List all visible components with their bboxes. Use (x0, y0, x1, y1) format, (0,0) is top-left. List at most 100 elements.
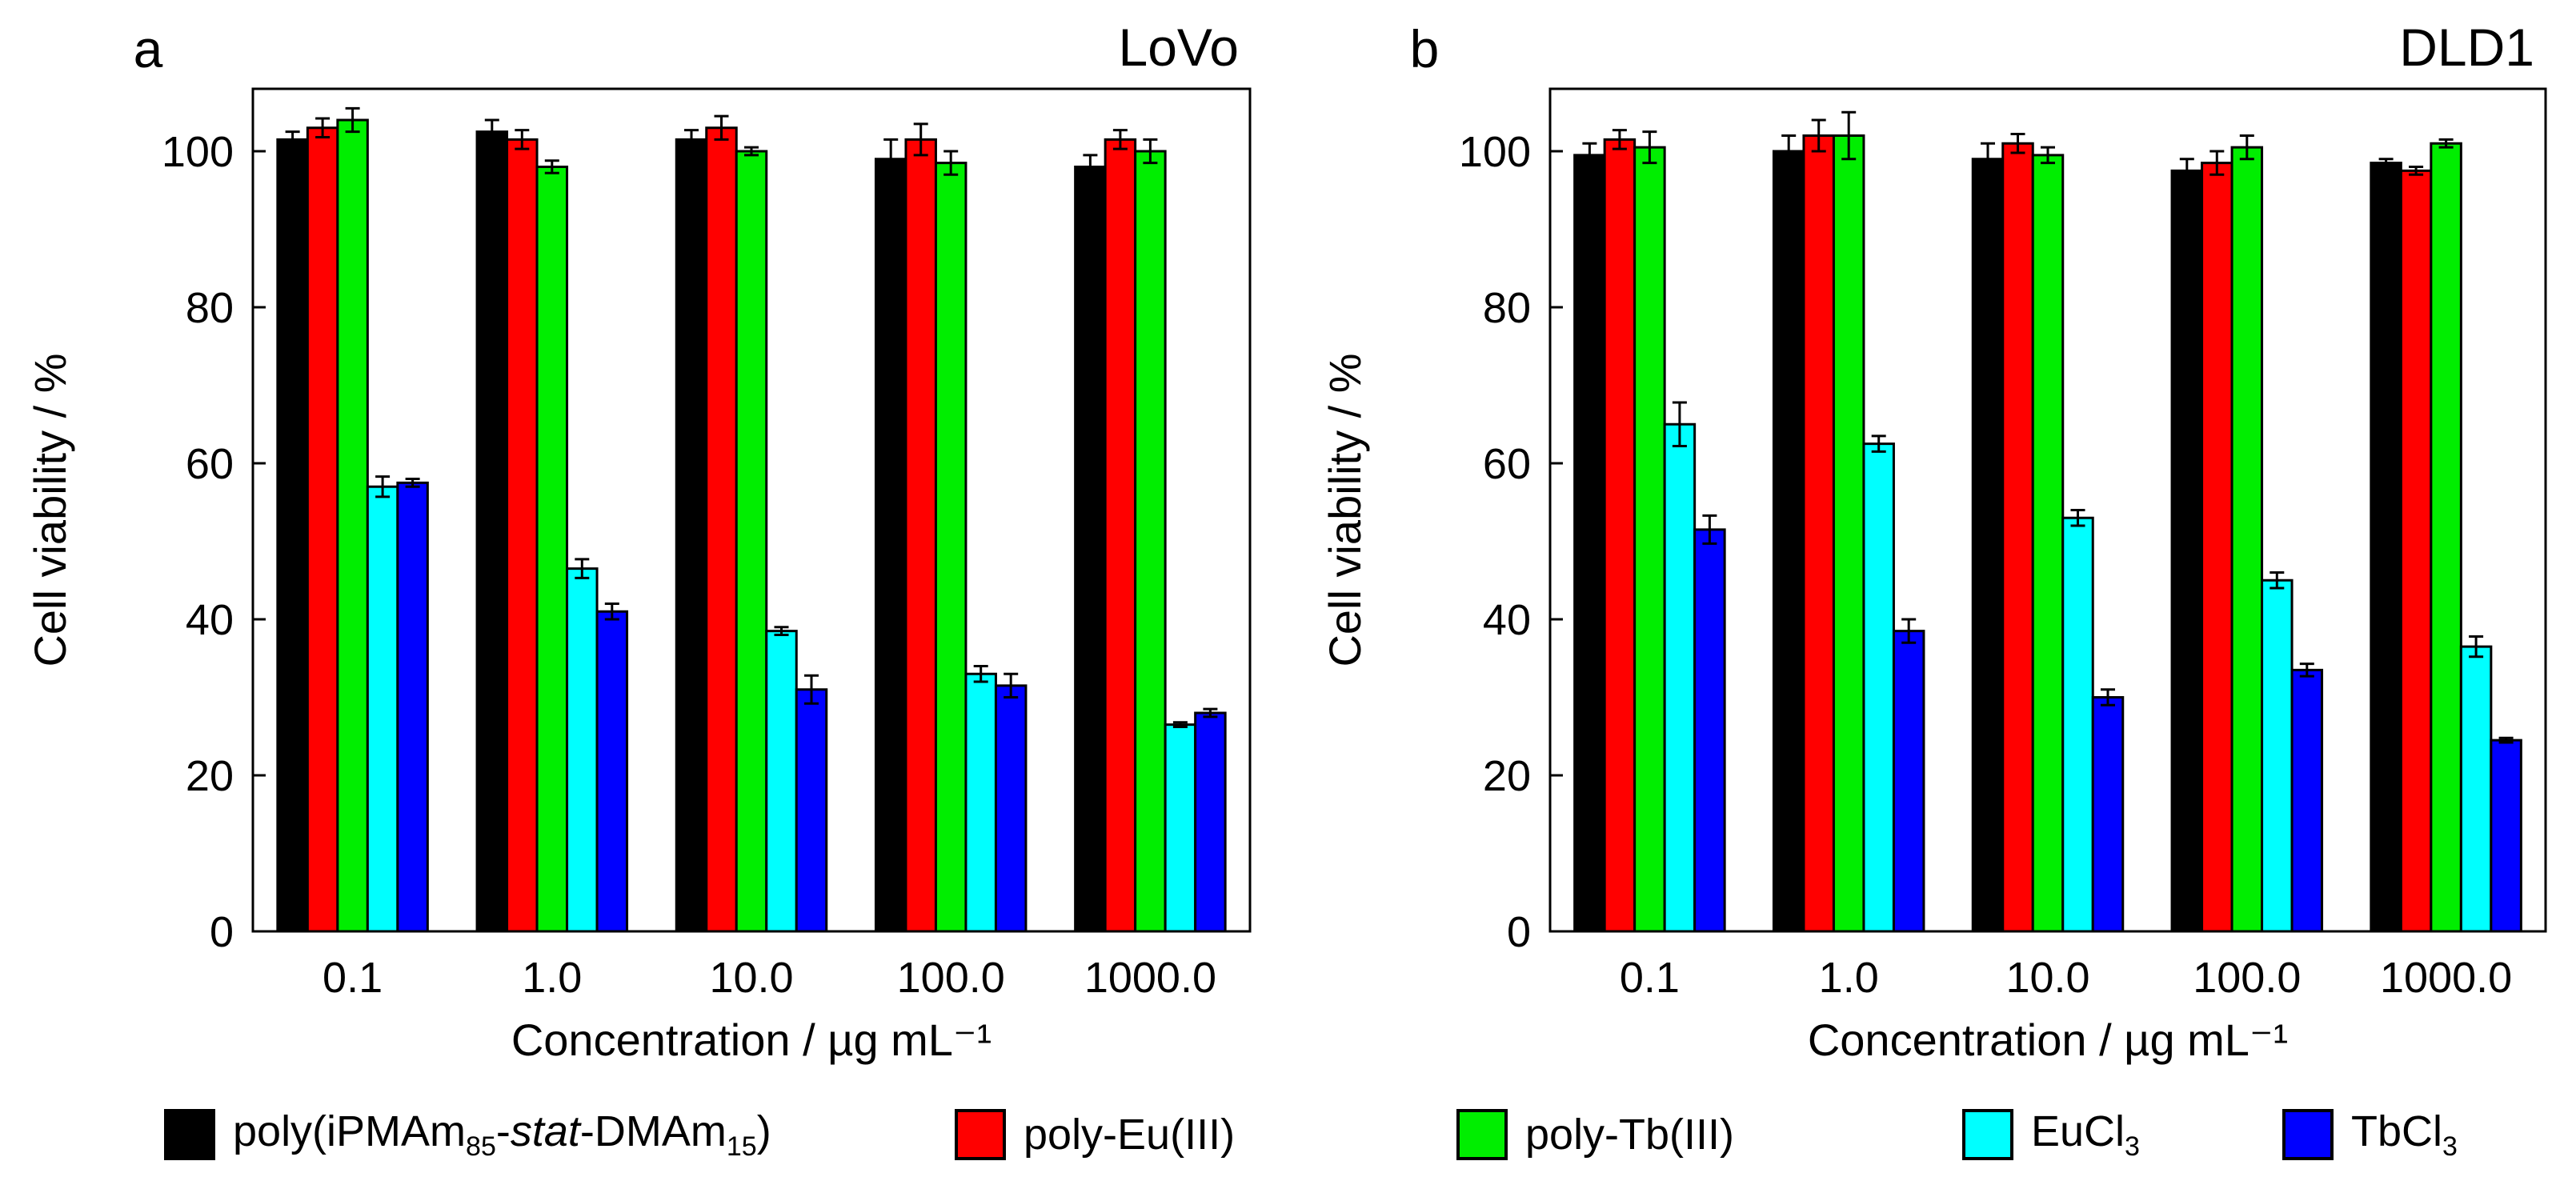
bar-eucl3-0-1 (366, 485, 399, 933)
error-bar-eucl3-100-0 (973, 665, 988, 683)
error-bar-eucl3-100-0 (2270, 571, 2285, 590)
chart-title-dld1: DLD1 (2399, 18, 2534, 77)
y-tick-label-60: 60 (186, 440, 234, 488)
bar-tbcl3-10-0 (795, 688, 828, 933)
error-bar-poly-eu-iii-1-0 (1811, 118, 1826, 153)
bar-poly-ipmam85-stat-dmam15-100-0 (2170, 169, 2204, 933)
error-bar-poly-ipmam85-stat-dmam15-1-0 (1781, 134, 1797, 168)
error-bar-poly-eu-iii-100-0 (913, 122, 928, 157)
error-bar-poly-tb-iii-0-1 (1642, 130, 1657, 165)
bar-eucl3-1-0 (566, 567, 599, 933)
bar-poly-eu-iii-10-0 (2001, 142, 2034, 933)
error-bar-poly-tb-iii-1-0 (544, 159, 559, 174)
y-tick-label-0: 0 (1507, 908, 1531, 956)
legend-label-tbcl3: TbCl3 (2351, 1107, 2458, 1162)
error-bar-poly-eu-iii-100-0 (2209, 150, 2225, 176)
error-bar-poly-ipmam85-stat-dmam15-0-1 (285, 130, 300, 149)
bar-eucl3-0-1 (1663, 422, 1697, 933)
error-bar-poly-tb-iii-1-0 (1841, 110, 1857, 161)
bar-eucl3-10-0 (765, 630, 798, 933)
legend-swatch-blue (2282, 1109, 2334, 1160)
bar-tbcl3-0-1 (1693, 528, 1726, 933)
bar-poly-tb-iii-1-0 (535, 166, 569, 933)
chart-title-lovo: LoVo (1119, 18, 1240, 77)
bar-eucl3-1000-0 (1164, 723, 1197, 933)
y-tick-label-60: 60 (1483, 440, 1531, 488)
legend-swatch-red (955, 1109, 1006, 1160)
bar-poly-ipmam85-stat-dmam15-100-0 (874, 158, 907, 933)
error-bar-tbcl3-100-0 (1004, 672, 1019, 699)
bar-poly-tb-iii-10-0 (735, 150, 768, 933)
error-bar-poly-eu-iii-1000-0 (1112, 129, 1128, 150)
bar-poly-tb-iii-100-0 (934, 162, 968, 933)
panel-b-dld1-chart: 0 20 40 60 80 100 0.1 1.0 10.0 100.0 1000.0 b DLD1 Ce… (1320, 18, 2547, 1065)
legend-label-poly-tb: poly-Tb(III) (1525, 1111, 1735, 1159)
error-bar-poly-ipmam85-stat-dmam15-0-1 (1582, 142, 1597, 168)
error-bar-tbcl3-1-0 (1901, 618, 1917, 644)
x-tick-label-0-1: 0.1 (323, 954, 383, 1002)
error-bar-poly-tb-iii-1000-0 (2438, 138, 2454, 149)
bar-poly-tb-iii-100-0 (2230, 146, 2264, 933)
error-bar-tbcl3-100-0 (2299, 663, 2314, 678)
x-tick-label-1-0: 1.0 (1819, 954, 1879, 1002)
bar-poly-ipmam85-stat-dmam15-1-0 (1772, 150, 1805, 933)
error-bar-poly-eu-iii-0-1 (1612, 129, 1627, 150)
bar-poly-eu-iii-10-0 (705, 126, 738, 933)
y-tick-label-40: 40 (186, 596, 234, 644)
bar-poly-eu-iii-0-1 (306, 126, 339, 933)
bar-tbcl3-0-1 (396, 481, 429, 933)
bar-eucl3-10-0 (2061, 516, 2094, 933)
error-bar-poly-ipmam85-stat-dmam15-100-0 (883, 138, 899, 180)
bar-poly-eu-iii-1-0 (506, 138, 539, 933)
y-tick-label-100: 100 (1459, 128, 1531, 176)
bar-poly-tb-iii-1000-0 (2430, 142, 2462, 933)
bar-poly-ipmam85-stat-dmam15-10-0 (675, 138, 708, 933)
x-tick-label-10-0: 10.0 (709, 954, 793, 1002)
bar-poly-ipmam85-stat-dmam15-0-1 (1573, 154, 1606, 933)
bar-eucl3-100-0 (2261, 578, 2294, 933)
error-bar-eucl3-10-0 (2070, 509, 2085, 527)
x-tick-label-10-0: 10.0 (2005, 954, 2089, 1002)
y-tick-label-100: 100 (162, 128, 234, 176)
error-bar-eucl3-1000-0 (1172, 721, 1188, 729)
bar-poly-tb-iii-10-0 (2031, 154, 2065, 933)
bar-tbcl3-1-0 (595, 610, 629, 933)
error-bar-poly-eu-iii-10-0 (2010, 133, 2025, 154)
error-bar-poly-tb-iii-10-0 (2041, 146, 2055, 165)
error-bar-eucl3-1000-0 (2469, 635, 2484, 659)
bar-poly-tb-iii-0-1 (336, 118, 369, 933)
error-bar-poly-eu-iii-10-0 (714, 114, 729, 141)
error-bar-poly-eu-iii-1000-0 (2409, 166, 2424, 176)
error-bar-poly-eu-iii-0-1 (315, 117, 331, 138)
error-bar-poly-ipmam85-stat-dmam15-10-0 (1981, 142, 1995, 176)
bar-tbcl3-1000-0 (1194, 711, 1227, 933)
y-tick-label-20: 20 (186, 752, 234, 800)
error-bar-poly-tb-iii-0-1 (345, 106, 360, 134)
bar-tbcl3-1000-0 (2490, 739, 2522, 933)
x-tick-label-100-0: 100.0 (2193, 954, 2301, 1002)
error-bar-poly-tb-iii-100-0 (943, 150, 959, 176)
legend-item-poly-tb: poly-Tb(III) (1456, 1104, 1734, 1165)
panel-a-lovo-chart: 0 20 40 60 80 100 0.1 1.0 10.0 100.0 1000.0 a LoVo Ce… (25, 18, 1252, 1065)
error-bar-tbcl3-0-1 (405, 478, 420, 488)
y-tick-label-20: 20 (1483, 752, 1531, 800)
error-bar-poly-ipmam85-stat-dmam15-1000-0 (1083, 154, 1098, 180)
bar-poly-eu-iii-100-0 (2201, 162, 2233, 933)
bar-poly-ipmam85-stat-dmam15-1000-0 (1074, 166, 1107, 933)
bar-poly-tb-iii-1000-0 (1134, 150, 1167, 933)
bar-eucl3-1000-0 (2459, 645, 2493, 933)
legend-swatch-black (164, 1109, 215, 1160)
y-axis-label: Cell viability / % (1320, 353, 1370, 667)
error-bar-tbcl3-1000-0 (1203, 707, 1218, 719)
bar-poly-eu-iii-1000-0 (2399, 169, 2433, 933)
legend-label-poly-ipmam-stat-dmam: poly(iPMAm85-stat-DMAm15) (233, 1107, 771, 1162)
legend-swatch-green (1456, 1109, 1508, 1160)
bar-tbcl3-10-0 (2091, 696, 2125, 933)
bar-poly-ipmam85-stat-dmam15-10-0 (1971, 158, 2005, 933)
bar-poly-ipmam85-stat-dmam15-1000-0 (2370, 162, 2402, 933)
bar-tbcl3-100-0 (2290, 668, 2324, 933)
y-tick-label-40: 40 (1483, 596, 1531, 644)
legend-item-tbcl3: TbCl3 (2282, 1104, 2458, 1165)
bar-tbcl3-100-0 (994, 684, 1028, 933)
